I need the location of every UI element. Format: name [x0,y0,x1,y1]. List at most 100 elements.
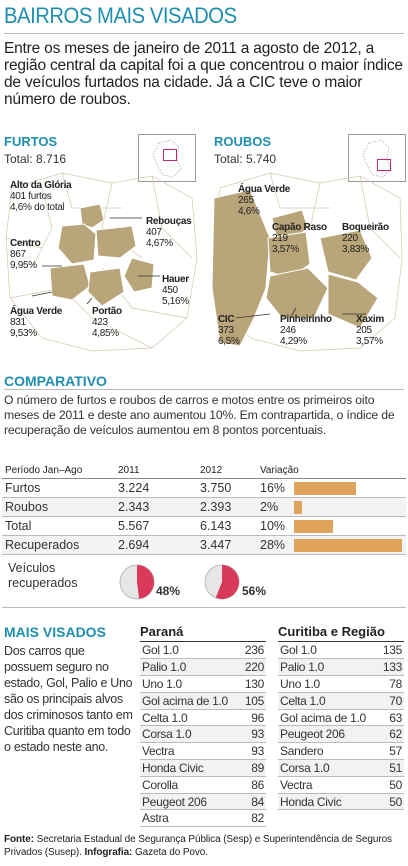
list-item: Vectra 93 [140,742,266,761]
roubos-total: Total: 5.740 [214,152,277,166]
list-item: Palio 1.0 133 [278,658,404,677]
car-model: Corsa 1.0 [278,759,379,777]
car-count: 57 [378,742,404,761]
table-header-row: Período Jan–Ago 2011 2012 Variação [2,463,406,479]
pie-chart-2011 [119,564,155,600]
city-outline-icon [362,139,392,178]
ranking-curitiba-title: Curitiba e Região [278,624,404,642]
region-reboucas [95,225,137,259]
value-2011: 2.343 [115,497,197,517]
list-item: Vectra 50 [278,776,404,794]
car-model: Celta 1.0 [278,692,379,710]
furtos-heading: FURTOS [4,134,58,149]
label-reboucas: Rebouças 407 4,67% [146,216,192,249]
pie-2012-pct: 56% [242,584,267,598]
car-count: 84 [240,793,266,811]
variation: 10% [257,516,291,536]
car-count: 133 [378,658,404,677]
variation-bar-cell [291,516,406,536]
car-count: 62 [378,725,404,744]
row-label: Furtos [2,478,115,498]
region-xaxim [327,273,379,329]
car-count: 236 [240,642,266,660]
comparison-table: Período Jan–Ago 2011 2012 Variação Furto… [2,463,406,555]
pie-2011 [119,564,155,605]
label-centro: Centro 867 9,95% [10,238,41,271]
car-count: 86 [240,776,266,794]
label-boqueirao: Boqueirão 220 3,83% [342,222,389,255]
region-boqueirao [319,229,373,281]
value-2012: 3.447 [197,535,257,555]
furtos-total: Total: 8.716 [4,152,67,166]
furtos-map [5,172,198,352]
roubos-map [211,172,403,352]
car-count: 130 [240,675,266,693]
value-2011: 3.224 [115,478,197,498]
value-2011: 5.567 [115,516,197,536]
recovered-row: Veículos recuperados 48% 56% [2,558,406,608]
car-model: Corsa 1.0 [140,725,241,744]
car-model: Vectra [140,742,241,761]
car-model: Gol acima de 1.0 [278,709,379,727]
label-alto-da-gloria: Alto da Glória 401 furtos 4,6% do total [10,180,72,213]
label-agua-verde: Água Verde 831 9,53% [10,306,63,339]
car-count: 82 [240,809,266,828]
car-count: 93 [240,742,266,761]
region-agua-verde [49,263,91,301]
page-title: BAIRROS MAIS VISADOS [4,3,237,28]
variation: 16% [257,478,291,498]
car-count: 63 [378,709,404,727]
list-item: Gol 1.0 236 [140,642,266,660]
pie-chart-2012 [204,564,240,600]
car-count: 78 [378,675,404,693]
variation-bar [294,500,302,514]
variation-bar-cell [291,535,406,555]
car-model: Gol acima de 1.0 [140,692,241,710]
mais-visados-text: Dos carros que possuem seguro no estado,… [4,644,133,754]
mais-visados-heading: MAIS VISADOS [4,624,106,640]
car-model: Uno 1.0 [140,675,241,693]
label-portao: Portão 423 4,85% [92,306,122,339]
region-alto-da-gloria [79,203,105,229]
label-pinheirinho: Pinheirinho 246 4,29% [280,314,332,347]
table-row: Recuperados 2.694 3.447 28% [2,535,406,555]
table-row: Furtos 3.224 3.750 16% [2,478,406,498]
col-2011: 2011 [115,463,197,479]
list-item: Gol acima de 1.0 105 [140,692,266,710]
car-count: 50 [378,776,404,794]
row-label: Recuperados [2,535,115,555]
ranking-curitiba: Curitiba e Região Gol 1.0 135 Palio 1.0 133… [278,624,404,811]
car-count: 105 [240,692,266,710]
car-model: Palio 1.0 [278,658,379,677]
pie-2012 [204,564,240,605]
value-2012: 2.393 [197,497,257,517]
car-model: Honda Civic [140,759,241,777]
comparativo-divider [4,389,404,390]
car-count: 51 [378,759,404,777]
car-count: 135 [378,642,404,660]
car-model: Astra [140,809,241,828]
row-label: Roubos [2,497,115,517]
ranking-parana-title: Paraná [140,624,266,642]
footer-credits: Fonte: Secretaria Estadual de Segurança … [4,834,392,858]
region-pinheirinho [265,267,329,319]
list-item: Celta 1.0 96 [140,709,266,727]
table-row: Roubos 2.343 2.393 2% [2,497,406,517]
list-item: Astra 82 [140,809,266,828]
col-variacao: Variação [257,463,406,479]
label-xaxim: Xaxim 205 3,57% [356,314,384,347]
car-model: Uno 1.0 [278,675,379,693]
city-outline-icon [152,139,182,178]
list-item: Corsa 1.0 51 [278,759,404,777]
value-2011: 2.694 [115,535,197,555]
variation-bar-cell [291,497,406,517]
variation-bar [294,538,402,552]
list-item: Peugeot 206 84 [140,793,266,811]
table-row: Total 5.567 6.143 10% [2,516,406,536]
car-model: Honda Civic [278,793,379,811]
car-model: Gol 1.0 [140,642,241,660]
list-item: Gol acima de 1.0 63 [278,709,404,727]
car-count: 220 [240,658,266,677]
label-capao-raso: Capão Raso 219 3,57% [272,222,327,255]
car-model: Corolla [140,776,241,794]
